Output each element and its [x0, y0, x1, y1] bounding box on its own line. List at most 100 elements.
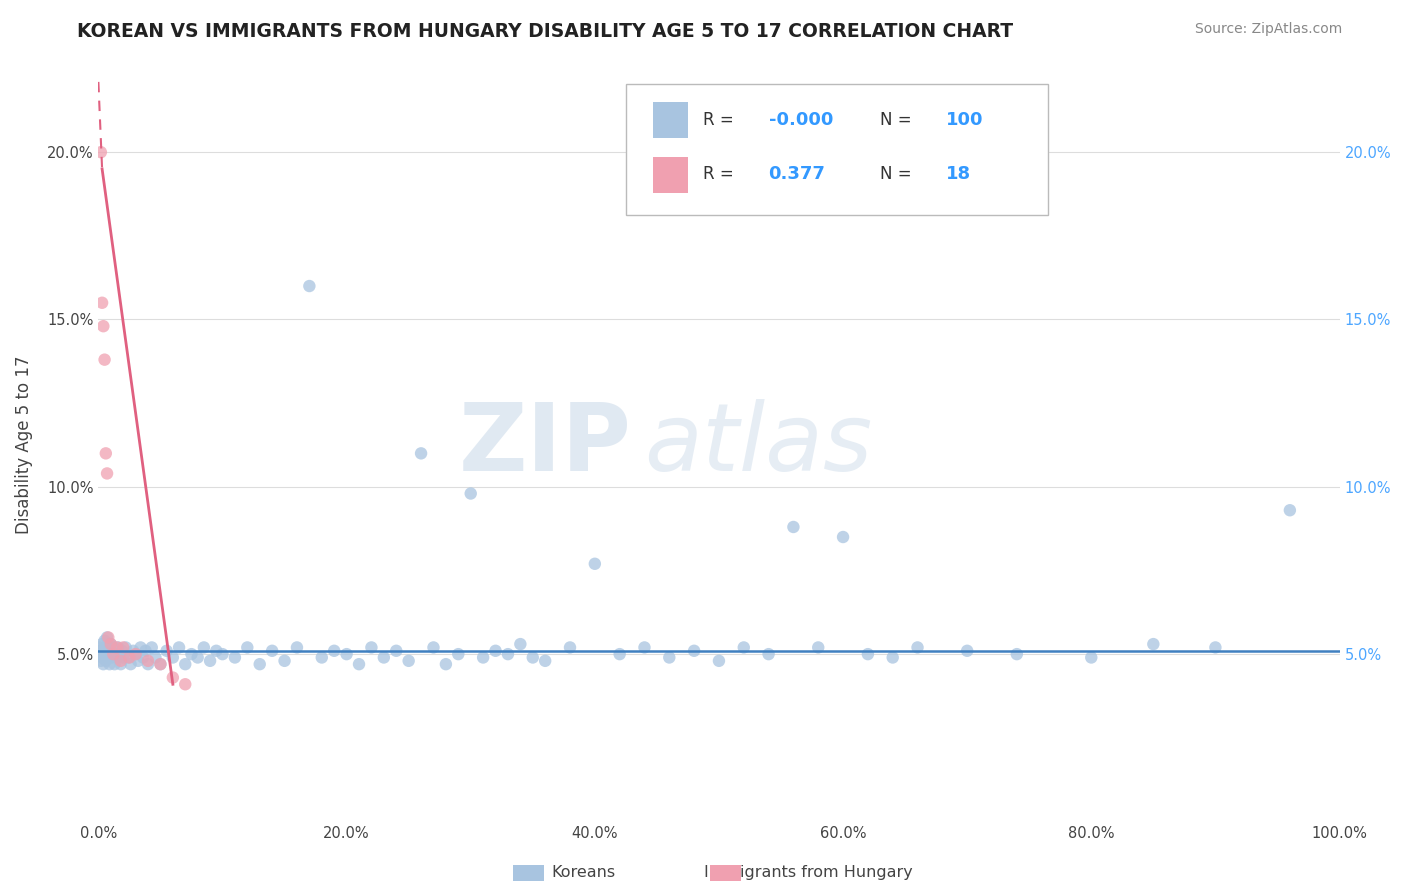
Point: [658, 650, 681, 665]
Point: [91, 650, 114, 665]
Point: [141, 640, 163, 655]
Point: [373, 650, 395, 665]
Point: [180, 647, 202, 661]
Point: [534, 654, 557, 668]
Point: [97, 640, 120, 655]
Point: [91, 637, 114, 651]
Point: [558, 640, 581, 655]
Point: [110, 657, 132, 672]
Point: [633, 640, 655, 655]
Point: [398, 654, 420, 668]
Point: [496, 647, 519, 661]
Point: [522, 650, 544, 665]
Point: [509, 637, 531, 651]
Point: [98, 657, 121, 672]
Text: atlas: atlas: [644, 400, 873, 491]
Point: [262, 644, 284, 658]
Point: [112, 650, 135, 665]
Point: [1204, 640, 1226, 655]
Point: [117, 650, 139, 665]
Point: [609, 647, 631, 661]
Point: [89, 647, 111, 661]
Point: [145, 650, 167, 665]
Point: [91, 657, 114, 672]
Point: [956, 644, 979, 658]
Point: [174, 677, 197, 691]
Point: [733, 640, 755, 655]
Point: [422, 640, 444, 655]
Point: [856, 647, 879, 661]
Text: 18: 18: [946, 165, 972, 183]
Point: [91, 319, 114, 334]
Point: [97, 631, 120, 645]
Text: ZIP: ZIP: [460, 399, 633, 491]
Point: [807, 640, 830, 655]
Y-axis label: Disability Age 5 to 17: Disability Age 5 to 17: [15, 356, 32, 534]
Point: [311, 650, 333, 665]
Point: [96, 467, 118, 481]
Point: [136, 654, 159, 668]
Point: [298, 279, 321, 293]
Point: [98, 647, 121, 661]
Point: [91, 295, 114, 310]
Point: [108, 647, 131, 661]
Point: [484, 644, 506, 658]
Text: Koreans: Koreans: [551, 865, 616, 880]
Point: [460, 486, 482, 500]
Point: [96, 631, 118, 645]
Point: [683, 644, 706, 658]
Point: [249, 657, 271, 672]
Point: [360, 640, 382, 655]
Point: [211, 647, 233, 661]
Text: -0.000: -0.000: [769, 111, 832, 128]
Point: [236, 640, 259, 655]
Point: [124, 647, 146, 661]
Point: [105, 640, 128, 655]
Point: [385, 644, 408, 658]
Point: [907, 640, 929, 655]
Point: [104, 647, 127, 661]
Point: [1080, 650, 1102, 665]
FancyBboxPatch shape: [654, 102, 688, 137]
Point: [174, 657, 197, 672]
Point: [136, 657, 159, 672]
FancyBboxPatch shape: [654, 157, 688, 193]
Point: [434, 657, 457, 672]
Point: [96, 644, 118, 658]
Point: [782, 520, 804, 534]
Point: [93, 352, 115, 367]
Text: KOREAN VS IMMIGRANTS FROM HUNGARY DISABILITY AGE 5 TO 17 CORRELATION CHART: KOREAN VS IMMIGRANTS FROM HUNGARY DISABI…: [77, 22, 1014, 41]
Point: [882, 650, 904, 665]
Point: [472, 650, 495, 665]
Point: [110, 654, 132, 668]
Point: [162, 650, 184, 665]
Point: [90, 644, 112, 658]
Point: [101, 650, 124, 665]
Point: [347, 657, 370, 672]
Point: [149, 657, 172, 672]
Point: [273, 654, 295, 668]
Text: N =: N =: [880, 165, 917, 183]
Point: [1005, 647, 1028, 661]
Point: [94, 647, 117, 661]
Point: [193, 640, 215, 655]
Point: [129, 640, 152, 655]
Point: [832, 530, 855, 544]
Point: [707, 654, 730, 668]
Point: [135, 644, 157, 658]
Point: [103, 647, 125, 661]
Point: [224, 650, 246, 665]
Point: [103, 640, 125, 655]
FancyBboxPatch shape: [626, 84, 1047, 215]
Point: [187, 650, 209, 665]
Point: [93, 640, 115, 655]
Point: [285, 640, 308, 655]
Point: [120, 657, 142, 672]
Point: [122, 644, 145, 658]
Point: [100, 637, 122, 651]
Point: [583, 557, 606, 571]
Point: [1142, 637, 1164, 651]
Text: R =: R =: [703, 111, 738, 128]
Point: [112, 640, 135, 655]
Point: [167, 640, 190, 655]
